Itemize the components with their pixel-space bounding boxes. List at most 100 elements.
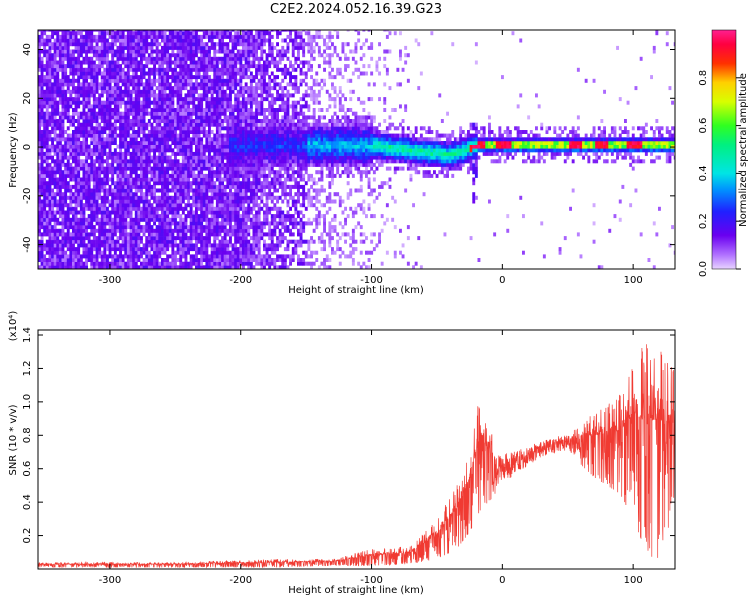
spectrogram-cell bbox=[58, 119, 62, 123]
spectrogram-cell bbox=[197, 162, 201, 167]
spectrogram-cell bbox=[215, 49, 219, 54]
spectrogram-cell bbox=[195, 97, 198, 102]
spectrogram-cell bbox=[192, 42, 196, 47]
spectrogram-cell bbox=[66, 254, 70, 259]
spectrogram-cell bbox=[61, 162, 65, 167]
spectrogram-cell bbox=[226, 86, 230, 91]
spectrogram-cell bbox=[229, 162, 232, 167]
spectrogram-cell bbox=[53, 239, 57, 244]
spectrogram-cell bbox=[134, 38, 138, 43]
spectrogram-cell bbox=[226, 108, 230, 112]
spectrogram-cell bbox=[145, 199, 149, 204]
spectrogram-cell bbox=[181, 265, 185, 269]
spectrogram-cell bbox=[150, 141, 154, 145]
spectrogram-cell bbox=[249, 206, 253, 211]
spectrogram-cell bbox=[179, 232, 183, 237]
spectrogram-cell bbox=[113, 97, 117, 102]
spectrogram-cell bbox=[95, 45, 99, 50]
spectrogram-cell bbox=[215, 236, 219, 241]
spectrogram-cell bbox=[221, 71, 224, 76]
spectrogram-cell bbox=[179, 137, 183, 142]
spectrogram-cell bbox=[168, 67, 172, 72]
spectrogram-cell bbox=[187, 30, 190, 32]
spectrogram-cell bbox=[87, 30, 91, 32]
spectrogram-cell bbox=[98, 162, 102, 167]
spectrogram-cell bbox=[103, 177, 107, 182]
spectrogram-cell bbox=[221, 210, 224, 215]
spectrogram-cell bbox=[56, 181, 60, 186]
spectrogram-cell bbox=[56, 137, 60, 142]
spectrogram-cell bbox=[90, 56, 94, 61]
spectrogram-cell bbox=[56, 184, 60, 189]
spectrogram-cell bbox=[179, 247, 183, 252]
spectrogram-cell bbox=[208, 206, 211, 211]
spectrogram-cell bbox=[108, 199, 112, 204]
spectrogram-cell bbox=[142, 108, 146, 112]
spectrogram-cell bbox=[69, 261, 73, 266]
spectrogram-cell bbox=[181, 261, 185, 266]
spectrogram-cell bbox=[244, 261, 248, 266]
spectrogram-cell bbox=[129, 38, 133, 43]
spectrogram-cell bbox=[64, 56, 68, 61]
spectrogram-cell bbox=[184, 126, 188, 131]
spectrogram-cell bbox=[111, 49, 115, 54]
spectrogram-cell bbox=[252, 247, 256, 252]
spectrogram-cell bbox=[124, 151, 128, 156]
spectrogram-cell bbox=[247, 111, 251, 116]
spectrogram-cell bbox=[231, 45, 235, 50]
spectrogram-cell bbox=[234, 122, 238, 127]
spectrogram-cell bbox=[92, 166, 96, 171]
spectrogram-cell bbox=[205, 195, 209, 200]
spectrogram-cell bbox=[150, 228, 154, 233]
spectrogram-cell bbox=[252, 122, 256, 127]
spectrogram-cell bbox=[189, 184, 193, 189]
spectrogram-cell bbox=[247, 206, 251, 211]
spectrogram-cell bbox=[147, 166, 151, 171]
spectrogram-cell bbox=[82, 49, 86, 54]
spectrogram-cell bbox=[181, 232, 185, 237]
spectrogram-cell bbox=[161, 173, 164, 178]
spectrogram-cell bbox=[58, 250, 62, 255]
spectrogram-cell bbox=[147, 56, 151, 61]
spectrogram-cell bbox=[137, 111, 141, 116]
spectrogram-cell bbox=[187, 141, 190, 145]
spectrogram-cell bbox=[90, 108, 94, 112]
spectrogram-cell bbox=[108, 151, 112, 156]
spectrogram-cell bbox=[58, 89, 62, 94]
spectrogram-cell bbox=[195, 228, 198, 233]
spectrogram-cell bbox=[197, 86, 201, 91]
spectrogram-cell bbox=[92, 34, 96, 39]
spectrogram-cell bbox=[132, 56, 136, 61]
spectrogram-cell bbox=[184, 38, 188, 43]
spectrogram-cell bbox=[61, 133, 65, 138]
spectrogram-cell bbox=[197, 64, 201, 69]
spectrogram-cell bbox=[189, 86, 193, 91]
spectrogram-cell bbox=[252, 53, 256, 58]
spectrogram-cell bbox=[72, 206, 75, 211]
spectrogram-cell bbox=[116, 173, 120, 178]
spectrogram-cell bbox=[192, 192, 196, 197]
spectrogram-cell bbox=[126, 261, 130, 266]
spectrogram-cell bbox=[72, 265, 75, 269]
spectrogram-cell bbox=[113, 119, 117, 123]
spectrogram-cell bbox=[223, 133, 227, 138]
spectrogram-cell bbox=[189, 148, 193, 153]
spectrogram-cell bbox=[153, 243, 156, 248]
spectrogram-cell bbox=[129, 184, 133, 189]
spectrogram-cell bbox=[113, 192, 117, 197]
spectrogram-cell bbox=[66, 75, 70, 80]
spectrogram-cell bbox=[111, 93, 115, 98]
spectrogram-cell bbox=[213, 151, 217, 156]
spectrogram-cell bbox=[187, 75, 190, 80]
spectrogram-cell bbox=[140, 247, 143, 252]
spectrogram-cell bbox=[247, 31, 251, 36]
spectrogram-cell bbox=[218, 30, 222, 32]
spectrogram-cell bbox=[74, 170, 78, 175]
spectrogram-cell bbox=[87, 243, 91, 248]
spectrogram-cell bbox=[40, 111, 44, 116]
spectrogram-cell bbox=[140, 42, 143, 47]
spectrogram-cell bbox=[166, 203, 170, 208]
spectrogram-cell bbox=[61, 243, 65, 248]
spectrogram-cell bbox=[155, 130, 159, 134]
spectrogram-cell bbox=[106, 206, 109, 211]
